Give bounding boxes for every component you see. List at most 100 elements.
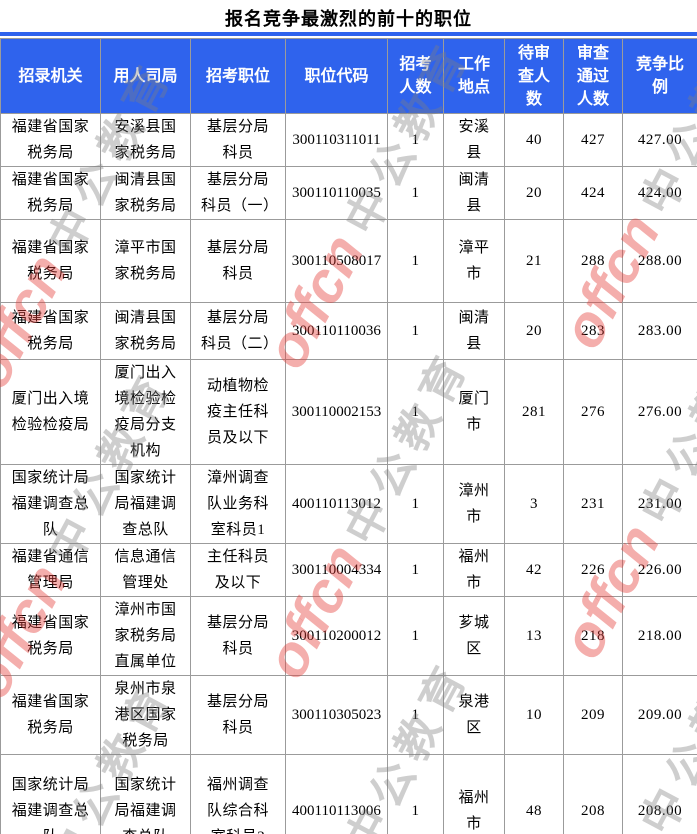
cell-position: 漳州调查队业务科室科员1 bbox=[190, 464, 286, 544]
cell-ratio: 288.00 bbox=[622, 219, 697, 303]
title-divider bbox=[0, 32, 697, 36]
cell-pending: 13 bbox=[504, 596, 564, 676]
col-header-location: 工作地点 bbox=[443, 38, 505, 114]
table-row: 福建省国家税务局 安溪县国家税务局 基层分局科员 300110311011 1 安溪县 40… bbox=[0, 113, 697, 167]
col-header-pending: 待审查人数 bbox=[504, 38, 564, 114]
cell-pending: 10 bbox=[504, 675, 564, 755]
cell-pending: 281 bbox=[504, 359, 564, 465]
cell-pending: 40 bbox=[504, 113, 564, 167]
cell-recruits: 1 bbox=[387, 219, 444, 303]
cell-location: 安溪县 bbox=[443, 113, 505, 167]
table-body: 福建省国家税务局 安溪县国家税务局 基层分局科员 300110311011 1 安溪县 40… bbox=[0, 113, 697, 834]
cell-department: 漳州市国家税务局直属单位 bbox=[100, 596, 191, 676]
cell-agency: 福建省国家税务局 bbox=[0, 113, 101, 167]
col-header-agency: 招录机关 bbox=[0, 38, 101, 114]
cell-agency: 福建省国家税务局 bbox=[0, 166, 101, 220]
cell-agency: 国家统计局福建调查总队 bbox=[0, 464, 101, 544]
positions-table: 招录机关 用人司局 招考职位 职位代码 招考人数 工作地点 待审查人数 审查通过… bbox=[0, 38, 697, 834]
table-row: 国家统计局福建调查总队 国家统计局福建调查总队 漳州调查队业务科室科员1 400110… bbox=[0, 464, 697, 544]
cell-code: 400110113006 bbox=[285, 754, 388, 834]
col-header-ratio: 竞争比例 bbox=[622, 38, 697, 114]
cell-passed: 209 bbox=[563, 675, 623, 755]
cell-pending: 21 bbox=[504, 219, 564, 303]
cell-location: 闽清县 bbox=[443, 302, 505, 360]
cell-passed: 208 bbox=[563, 754, 623, 834]
table-row: 福建省国家税务局 泉州市泉港区国家税务局 基层分局科员 300110305023 1 泉港… bbox=[0, 675, 697, 755]
cell-pending: 42 bbox=[504, 543, 564, 597]
cell-ratio: 276.00 bbox=[622, 359, 697, 465]
table-row: 福建省国家税务局 闽清县国家税务局 基层分局科员（一） 300110110035 1 闽清… bbox=[0, 166, 697, 220]
cell-ratio: 283.00 bbox=[622, 302, 697, 360]
cell-department: 信息通信管理处 bbox=[100, 543, 191, 597]
cell-agency: 福建省国家税务局 bbox=[0, 219, 101, 303]
cell-recruits: 1 bbox=[387, 359, 444, 465]
cell-passed: 231 bbox=[563, 464, 623, 544]
cell-passed: 424 bbox=[563, 166, 623, 220]
cell-code: 300110004334 bbox=[285, 543, 388, 597]
cell-position: 主任科员及以下 bbox=[190, 543, 286, 597]
cell-passed: 276 bbox=[563, 359, 623, 465]
cell-department: 安溪县国家税务局 bbox=[100, 113, 191, 167]
page-title: 报名竞争最激烈的前十的职位 bbox=[225, 9, 472, 29]
cell-position: 动植物检疫主任科员及以下 bbox=[190, 359, 286, 465]
cell-passed: 427 bbox=[563, 113, 623, 167]
table-row: 国家统计局福建调查总队国家统计局福建调查总队福州调查队综合科室科员2400110… bbox=[0, 754, 697, 834]
cell-position: 基层分局科员 bbox=[190, 219, 286, 303]
cell-department: 国家统计局福建调查总队 bbox=[100, 754, 191, 834]
cell-code: 300110305023 bbox=[285, 675, 388, 755]
table-row: 福建省国家税务局 漳平市国家税务局 基层分局科员 300110508017 1 漳平市 21… bbox=[0, 219, 697, 303]
cell-recruits: 1 bbox=[387, 543, 444, 597]
cell-code: 300110002153 bbox=[285, 359, 388, 465]
cell-ratio: 218.00 bbox=[622, 596, 697, 676]
table-row: 厦门出入境检验检疫局 厦门出入境检验检疫局分支机构 动植物检疫主任科员及以下 3001… bbox=[0, 359, 697, 465]
cell-recruits: 1 bbox=[387, 754, 444, 834]
cell-ratio: 209.00 bbox=[622, 675, 697, 755]
cell-department: 闽清县国家税务局 bbox=[100, 302, 191, 360]
cell-recruits: 1 bbox=[387, 166, 444, 220]
cell-department: 国家统计局福建调查总队 bbox=[100, 464, 191, 544]
cell-location: 厦门市 bbox=[443, 359, 505, 465]
cell-agency: 厦门出入境检验检疫局 bbox=[0, 359, 101, 465]
cell-ratio: 231.00 bbox=[622, 464, 697, 544]
cell-recruits: 1 bbox=[387, 675, 444, 755]
col-header-position: 招考职位 bbox=[190, 38, 286, 114]
cell-agency: 福建省国家税务局 bbox=[0, 596, 101, 676]
cell-position: 基层分局科员 bbox=[190, 675, 286, 755]
cell-position: 基层分局科员（二） bbox=[190, 302, 286, 360]
col-header-code: 职位代码 bbox=[285, 38, 388, 114]
col-header-department: 用人司局 bbox=[100, 38, 191, 114]
cell-code: 300110311011 bbox=[285, 113, 388, 167]
cell-position: 福州调查队综合科室科员2 bbox=[190, 754, 286, 834]
cell-ratio: 424.00 bbox=[622, 166, 697, 220]
col-header-passed: 审查通过人数 bbox=[563, 38, 623, 114]
cell-passed: 218 bbox=[563, 596, 623, 676]
cell-code: 300110110036 bbox=[285, 302, 388, 360]
cell-recruits: 1 bbox=[387, 464, 444, 544]
cell-recruits: 1 bbox=[387, 302, 444, 360]
cell-pending: 48 bbox=[504, 754, 564, 834]
cell-location: 漳平市 bbox=[443, 219, 505, 303]
cell-agency: 福建省国家税务局 bbox=[0, 302, 101, 360]
cell-ratio: 208.00 bbox=[622, 754, 697, 834]
cell-agency: 福建省国家税务局 bbox=[0, 675, 101, 755]
cell-department: 闽清县国家税务局 bbox=[100, 166, 191, 220]
cell-code: 300110110035 bbox=[285, 166, 388, 220]
cell-location: 福州市 bbox=[443, 754, 505, 834]
cell-department: 漳平市国家税务局 bbox=[100, 219, 191, 303]
table-row: 福建省国家税务局 漳州市国家税务局直属单位 基层分局科员 300110200012 1 芗… bbox=[0, 596, 697, 676]
cell-pending: 3 bbox=[504, 464, 564, 544]
col-header-recruits: 招考人数 bbox=[387, 38, 444, 114]
cell-passed: 226 bbox=[563, 543, 623, 597]
cell-department: 厦门出入境检验检疫局分支机构 bbox=[100, 359, 191, 465]
cell-code: 300110200012 bbox=[285, 596, 388, 676]
cell-location: 漳州市 bbox=[443, 464, 505, 544]
table-header-row: 招录机关 用人司局 招考职位 职位代码 招考人数 工作地点 待审查人数 审查通过… bbox=[0, 38, 697, 114]
cell-location: 泉港区 bbox=[443, 675, 505, 755]
cell-location: 芗城区 bbox=[443, 596, 505, 676]
cell-position: 基层分局科员（一） bbox=[190, 166, 286, 220]
cell-passed: 288 bbox=[563, 219, 623, 303]
cell-pending: 20 bbox=[504, 302, 564, 360]
cell-ratio: 226.00 bbox=[622, 543, 697, 597]
cell-location: 福州市 bbox=[443, 543, 505, 597]
